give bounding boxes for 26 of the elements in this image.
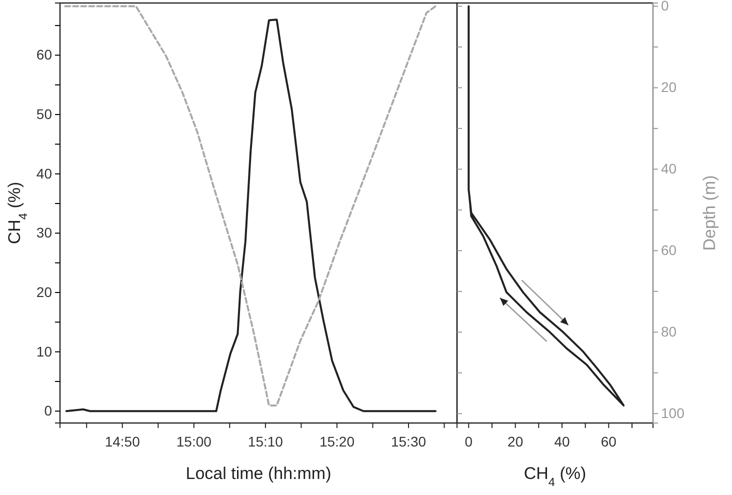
x-axis-title: CH$_{4}$ (%) bbox=[524, 464, 586, 489]
y-tick-label: 40 bbox=[36, 165, 52, 182]
y-tick-label: 30 bbox=[36, 224, 52, 241]
y2-tick-label: 40 bbox=[661, 160, 677, 177]
x-tick-label: 15:00 bbox=[176, 433, 212, 450]
y2-tick-label: 100 bbox=[661, 405, 685, 422]
x-tick-label: 0 bbox=[464, 433, 473, 450]
x-tick-label: 15:30 bbox=[390, 433, 426, 450]
y-tick-label: 50 bbox=[36, 106, 52, 122]
y-tick-label: 10 bbox=[36, 343, 52, 360]
y2-tick-label: 60 bbox=[661, 242, 677, 258]
y-tick-label: 60 bbox=[36, 46, 52, 63]
x-tick-label: 20 bbox=[508, 433, 524, 450]
x-tick-label: 60 bbox=[600, 433, 617, 450]
x-tick-label: 15:10 bbox=[248, 433, 284, 450]
line-series bbox=[468, 5, 625, 406]
y2-tick-label: 0 bbox=[661, 0, 669, 14]
y2-axis-title: Depth (m) bbox=[700, 175, 719, 251]
x-tick-label: 14:50 bbox=[104, 433, 140, 450]
y-tick-label: 20 bbox=[36, 284, 52, 300]
x-axis-title: Local time (hh:mm) bbox=[186, 464, 332, 483]
x-tick-label: 40 bbox=[554, 433, 570, 450]
y2-tick-label: 80 bbox=[661, 324, 677, 340]
x-tick-label: 15:20 bbox=[319, 433, 355, 450]
y-tick-label: 0 bbox=[44, 402, 52, 419]
y2-tick-label: 20 bbox=[661, 79, 677, 96]
